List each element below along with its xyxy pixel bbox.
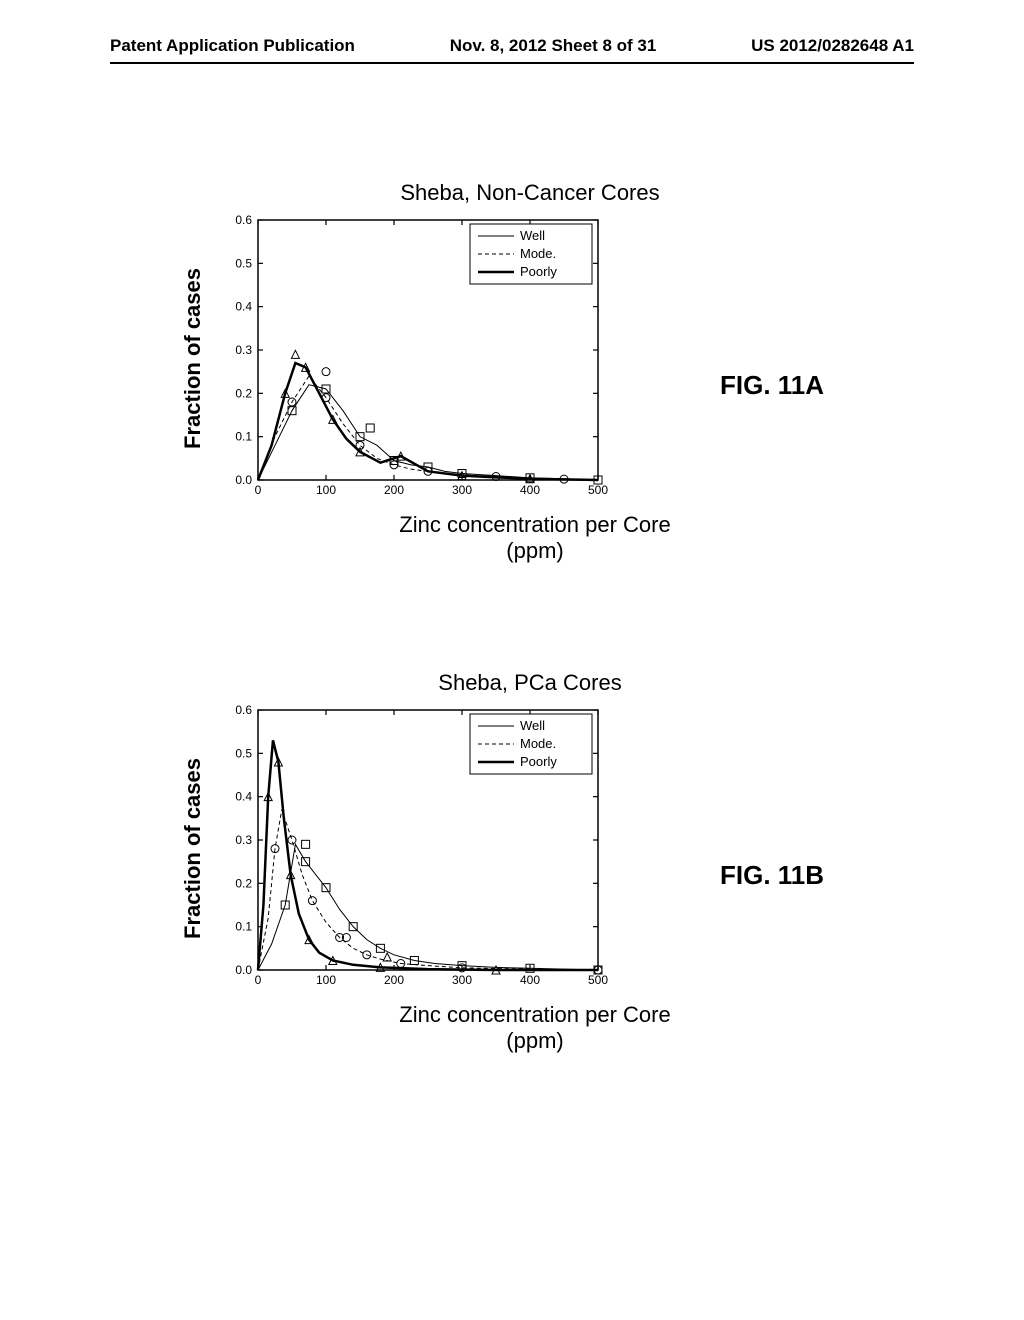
plot-area-a: 0 100 200 300 400 500 0.0 0.1 0.2 0.3 0.4 0.5 0.6 Wel… [210,208,610,508]
svg-text:Poorly: Poorly [520,264,557,279]
svg-text:200: 200 [384,483,404,497]
x-axis-label-a: Zinc concentration per Core (ppm) [230,512,840,565]
y-axis-label-b: Fraction of cases [180,758,206,939]
y-axis-label-a: Fraction of cases [180,268,206,449]
svg-text:300: 300 [452,973,472,987]
svg-text:100: 100 [316,483,336,497]
svg-text:400: 400 [520,973,540,987]
figure-label-11a: FIG. 11A [720,370,824,401]
svg-text:0.1: 0.1 [235,430,252,444]
svg-text:0.4: 0.4 [235,300,252,314]
svg-text:Poorly: Poorly [520,754,557,769]
chart-title-b: Sheba, PCa Cores [220,670,840,696]
header-right: US 2012/0282648 A1 [751,36,914,56]
svg-text:Mode.: Mode. [520,736,556,751]
svg-text:0.1: 0.1 [235,920,252,934]
svg-text:0.0: 0.0 [235,963,252,977]
svg-text:Well: Well [520,718,545,733]
chart-svg-b: 0 100 200 300 400 500 0.0 0.1 0.2 0.3 0.4 0.5 0.6 Wel… [210,698,610,998]
svg-text:Well: Well [520,228,545,243]
svg-text:0.4: 0.4 [235,790,252,804]
svg-text:0.6: 0.6 [235,703,252,717]
svg-text:0.0: 0.0 [235,473,252,487]
svg-text:0.2: 0.2 [235,876,252,890]
svg-text:500: 500 [588,483,608,497]
svg-text:200: 200 [384,973,404,987]
svg-text:0.3: 0.3 [235,343,252,357]
page-header: Patent Application Publication Nov. 8, 2… [0,36,1024,56]
x-axis-label-b: Zinc concentration per Core (ppm) [230,1002,840,1055]
header-center: Nov. 8, 2012 Sheet 8 of 31 [450,36,657,56]
svg-text:0.6: 0.6 [235,213,252,227]
plot-area-b: 0 100 200 300 400 500 0.0 0.1 0.2 0.3 0.4 0.5 0.6 Wel… [210,698,610,998]
svg-text:0.3: 0.3 [235,833,252,847]
svg-text:0: 0 [255,973,262,987]
svg-text:400: 400 [520,483,540,497]
svg-text:Mode.: Mode. [520,246,556,261]
chart-title-a: Sheba, Non-Cancer Cores [220,180,840,206]
figure-label-11b: FIG. 11B [720,860,824,891]
chart-svg-a: 0 100 200 300 400 500 0.0 0.1 0.2 0.3 0.4 0.5 0.6 Wel… [210,208,610,508]
svg-text:0: 0 [255,483,262,497]
svg-text:300: 300 [452,483,472,497]
svg-text:0.2: 0.2 [235,386,252,400]
svg-text:0.5: 0.5 [235,746,252,760]
svg-text:100: 100 [316,973,336,987]
header-left: Patent Application Publication [110,36,355,56]
svg-text:0.5: 0.5 [235,256,252,270]
svg-text:500: 500 [588,973,608,987]
header-rule [110,62,914,64]
